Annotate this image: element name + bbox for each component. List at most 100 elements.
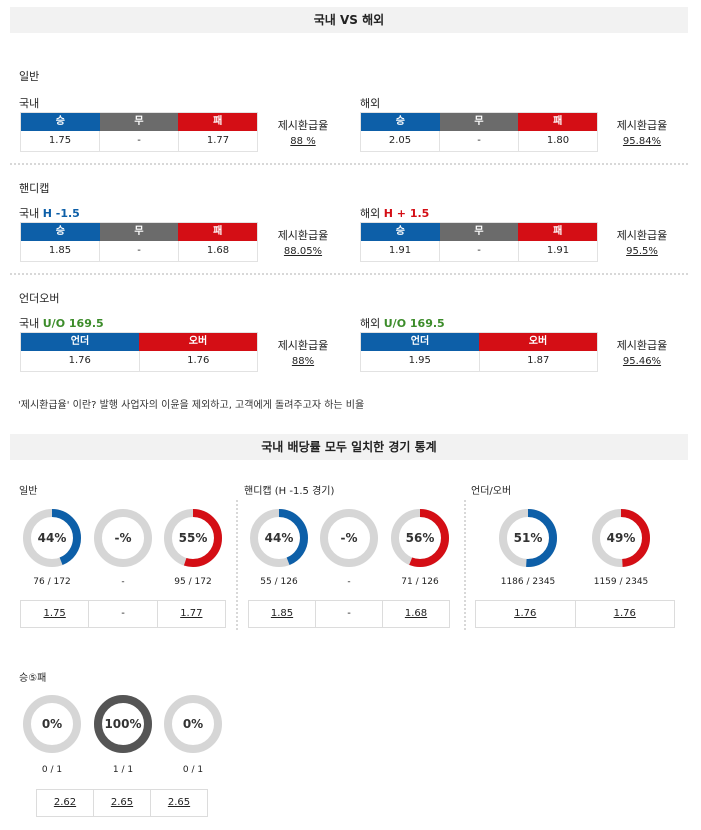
donut-arc	[592, 509, 650, 567]
odds-cell: -	[316, 601, 383, 627]
stats-header-title: 국내 배당률 모두 일치한 경기 통계	[261, 440, 437, 454]
draw-odds: -	[100, 241, 179, 261]
draw-odds: -	[440, 241, 519, 261]
donut-count: 0 / 1	[182, 765, 204, 775]
odds-link[interactable]: 1.68	[404, 608, 428, 619]
return-rate-note: '제시환급율' 이란? 발행 사업자의 이윤을 제외하고, 고객에게 돌려주고자…	[18, 400, 365, 411]
donut-chart	[164, 509, 222, 567]
win-header: 승	[361, 223, 440, 241]
divider	[10, 163, 688, 165]
handicap-value: H -1.5	[42, 207, 80, 220]
odds-link[interactable]: 1.77	[180, 608, 203, 619]
odds-link[interactable]: 2.65	[110, 797, 134, 808]
return-rate-link[interactable]: 88 %	[290, 136, 316, 147]
under-header: 언더	[21, 333, 139, 351]
stats-underover-title: 언더/오버	[471, 486, 512, 497]
donut-count: 1186 / 2345	[500, 577, 556, 587]
return-rate-value[interactable]: 88 %	[268, 136, 338, 147]
return-rate-link[interactable]: 88%	[291, 356, 315, 367]
draw-odds: -	[440, 131, 519, 151]
return-rate-label: 제시환급율	[616, 339, 668, 352]
donut-chart	[592, 509, 650, 567]
return-rate-value[interactable]: 88.05%	[268, 246, 338, 257]
lose-odds: 1.68	[206, 245, 230, 256]
under-odds: 1.76	[21, 351, 140, 371]
lose-header: 패	[518, 223, 598, 241]
return-rate-label: 제시환급율	[277, 119, 329, 132]
win-header: 승	[21, 223, 100, 241]
donut-percent: -%	[114, 531, 132, 545]
label-text: 국내	[19, 317, 40, 330]
return-rate-link[interactable]: 95.84%	[622, 136, 662, 147]
donut-count: 1159 / 2345	[593, 577, 649, 587]
donut-count: -	[121, 577, 125, 587]
odds-cell[interactable]: 2.65	[151, 790, 207, 816]
column-divider	[236, 500, 238, 630]
donut-count: 95 / 172	[174, 577, 212, 587]
odds-link[interactable]: 1.76	[514, 608, 537, 619]
handicap-value: H + 1.5	[383, 207, 430, 220]
return-rate-label: 제시환급율	[277, 339, 329, 352]
odds-link[interactable]: 1.75	[43, 608, 66, 619]
return-rate-value[interactable]: 95.46%	[607, 356, 677, 367]
donut-percent: 49%	[606, 531, 636, 545]
win-header: 승	[21, 113, 100, 131]
return-rate-value[interactable]: 95.5%	[607, 246, 677, 257]
donut-track	[23, 695, 81, 753]
donut-arc	[164, 509, 222, 567]
top-header: 국내 VS 해외	[10, 7, 688, 33]
win-header: 승	[361, 113, 440, 131]
donut-percent: 0%	[182, 717, 204, 731]
general-section-title: 일반	[19, 70, 40, 83]
under-odds: 1.95	[361, 351, 480, 371]
donut-chart	[164, 695, 222, 753]
win-odds: 1.85	[21, 241, 100, 261]
donut-arc	[250, 509, 308, 567]
donut-percent: 51%	[513, 531, 543, 545]
stats-underover-odds: 1.76 1.76	[475, 600, 675, 628]
column-divider	[464, 500, 466, 630]
donut-arc	[94, 695, 152, 753]
odds-cell[interactable]: 2.65	[94, 790, 151, 816]
win-odds: 2.05	[361, 131, 440, 151]
donut-arc	[391, 509, 449, 567]
odds-cell[interactable]: 1.68	[383, 601, 449, 627]
donut-percent: 100%	[104, 717, 142, 731]
donut-count: 0 / 1	[41, 765, 63, 775]
return-rate-link[interactable]: 95.46%	[622, 356, 662, 367]
stats-win5-odds: 2.62 2.65 2.65	[36, 789, 208, 817]
donut-percent: 0%	[41, 717, 63, 731]
uo-value: U/O 169.5	[42, 317, 104, 330]
return-rate-link[interactable]: 88.05%	[283, 246, 323, 257]
odds-link[interactable]: 2.62	[53, 797, 77, 808]
odds-cell[interactable]: 1.75	[21, 601, 90, 627]
handicap-domestic-label: 국내 H -1.5	[19, 205, 80, 221]
return-rate-label: 제시환급율	[277, 229, 329, 242]
label-text: 해외	[360, 207, 381, 220]
donut-count: 76 / 172	[33, 577, 71, 587]
draw-header: 무	[439, 223, 519, 241]
donut-count: -	[347, 577, 351, 587]
stats-handicap-title: 핸디캡 (H -1.5 경기)	[244, 486, 335, 497]
win-odds: 1.91	[361, 241, 440, 261]
odds-cell[interactable]: 1.77	[158, 601, 225, 627]
odds-cell[interactable]: 2.62	[37, 790, 94, 816]
odds-cell[interactable]: 1.76	[576, 601, 675, 627]
draw-header: 무	[99, 113, 179, 131]
donut-track	[320, 509, 378, 567]
return-rate-value[interactable]: 95.84%	[607, 136, 677, 147]
donut-percent: 55%	[178, 531, 208, 545]
donut-chart	[94, 509, 152, 567]
donut-chart	[320, 509, 378, 567]
odds-cell[interactable]: 1.76	[476, 601, 576, 627]
odds-cell[interactable]: 1.85	[249, 601, 316, 627]
odds-link[interactable]: 2.65	[167, 797, 191, 808]
odds-link[interactable]: 1.85	[270, 608, 294, 619]
lose-odds: 1.77	[206, 135, 230, 146]
donut-arc	[499, 509, 557, 567]
return-rate-link[interactable]: 95.5%	[626, 246, 658, 257]
over-header: 오버	[479, 333, 597, 351]
donut-chart	[23, 695, 81, 753]
return-rate-value[interactable]: 88%	[268, 356, 338, 367]
odds-link[interactable]: 1.76	[613, 608, 636, 619]
